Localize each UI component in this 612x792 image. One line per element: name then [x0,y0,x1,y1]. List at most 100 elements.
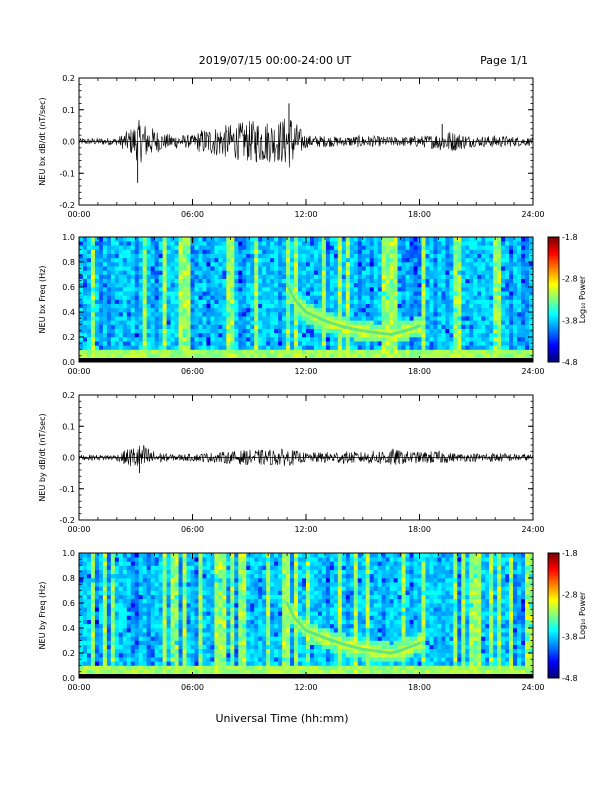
spectrogram-cell [429,241,434,246]
spectrogram-cell [134,565,140,570]
spectrogram-cell [429,278,434,284]
spectrogram-cell [337,270,343,275]
spectrogram-cell [270,291,275,296]
spectrogram-cell [158,648,163,654]
spectrogram-cell [94,337,100,342]
spectrogram-cell [274,349,279,354]
spectrogram-cell [401,353,406,359]
spectrogram-cell [198,324,203,329]
spectrogram-cell [485,320,490,325]
spectrogram-cell [250,349,255,354]
spectrogram-cell [437,341,442,346]
spectrogram-cell [433,312,438,317]
spectrogram-cell [162,316,167,321]
spectrogram-cell [529,307,534,313]
spectrogram-cell [230,245,235,250]
spectrogram-cell [142,316,147,321]
spectrogram-cell [138,619,144,625]
spectrogram-cell [86,594,92,600]
spectrogram-cell [206,312,211,317]
spectrogram-cell [170,345,175,350]
spectrogram-cell [226,578,231,583]
spectrogram-cell [178,316,183,321]
spectrogram-cell [357,266,363,271]
spectrogram-cell [270,282,275,288]
spectrogram-cell [214,553,219,558]
spectrogram-cell [421,316,426,321]
panel-3: 0.20.10.0-0.1-0.200:00 06:00 12:00 18:00 24:… [38,391,545,534]
spectrogram-cell [114,648,120,654]
spectrogram-cell [361,303,367,309]
spectrogram-cell [86,287,92,292]
spectrogram-cell [325,328,331,334]
spectrogram-cell [150,594,155,600]
spectrogram-cell [473,312,478,317]
spectrogram-cell [174,619,179,625]
spectrogram-cell [453,245,458,250]
spectrogram-cell [385,295,390,300]
spectrogram-cell [353,320,359,325]
spectrogram-cell [473,245,478,250]
colorbar-step [548,257,559,261]
spectrogram-cell [226,648,231,654]
spectrogram-cell [473,241,478,246]
spectrogram-cell [485,257,490,263]
spectrogram-cell [246,241,251,246]
spectrogram-cell [138,669,144,675]
spectrogram-cell [365,287,371,292]
spectrogram-cell [178,553,183,558]
spectrogram-cell [114,590,120,595]
spectrogram-cell [298,349,303,354]
spectrogram-cell [198,628,203,633]
spectrogram-cell [509,341,514,346]
spectrogram-cell [110,324,116,329]
spectrogram-cell [389,324,394,329]
spectrogram-cell [186,332,191,338]
spectrogram-cell [250,278,255,284]
spectrogram-cell [178,636,183,641]
spectrogram-cell [154,569,159,575]
spectrogram-cell [166,611,171,616]
spectrogram-cell [485,287,490,292]
spectrogram-cell [433,324,438,329]
spectrogram-cell [489,312,494,317]
spectrogram-cell [138,594,144,600]
spectrogram-cell [218,561,223,566]
spectrogram-cell [361,320,367,325]
spectrogram-cell [146,657,151,662]
spectrogram-cell [501,282,506,288]
spectrogram-cell [90,249,96,254]
spectrogram-cell [505,312,510,317]
spectrogram-cell [246,278,251,284]
spectrogram-cell [79,320,84,325]
spectrogram-cell [353,262,359,267]
spectrogram-cell [325,266,331,271]
spectrogram-cell [493,249,498,254]
spectrogram-cell [341,282,347,288]
spectrogram-cell [441,324,446,329]
spectrogram-cell [258,324,263,329]
spectrogram-cell [457,287,462,292]
spectrogram-cell [102,598,108,604]
spectrogram-cell [262,257,267,263]
spectrogram-cell [501,332,506,338]
spectrogram-cell [333,341,339,346]
spectrogram-cell [393,328,398,334]
spectrogram-cell [345,245,351,250]
spectrogram-cell [258,266,263,271]
spectrogram-cell [525,257,530,263]
spectrogram-cell [513,262,518,267]
spectrogram-cell [425,245,430,250]
spectrogram-cell [162,312,167,317]
spectrogram-cell [178,245,183,250]
spectrogram-cell [437,291,442,296]
spectrogram-cell [341,299,347,304]
spectrogram-cell [178,262,183,267]
spectrogram-cell [178,320,183,325]
spectrogram-cell [417,353,422,359]
spectrogram-cell [226,337,231,342]
colorbar-tick-label: -4.8 [562,358,578,367]
spectrogram-cell [130,648,136,654]
spectrogram-cell [90,341,96,346]
spectrogram-cell [190,253,195,259]
